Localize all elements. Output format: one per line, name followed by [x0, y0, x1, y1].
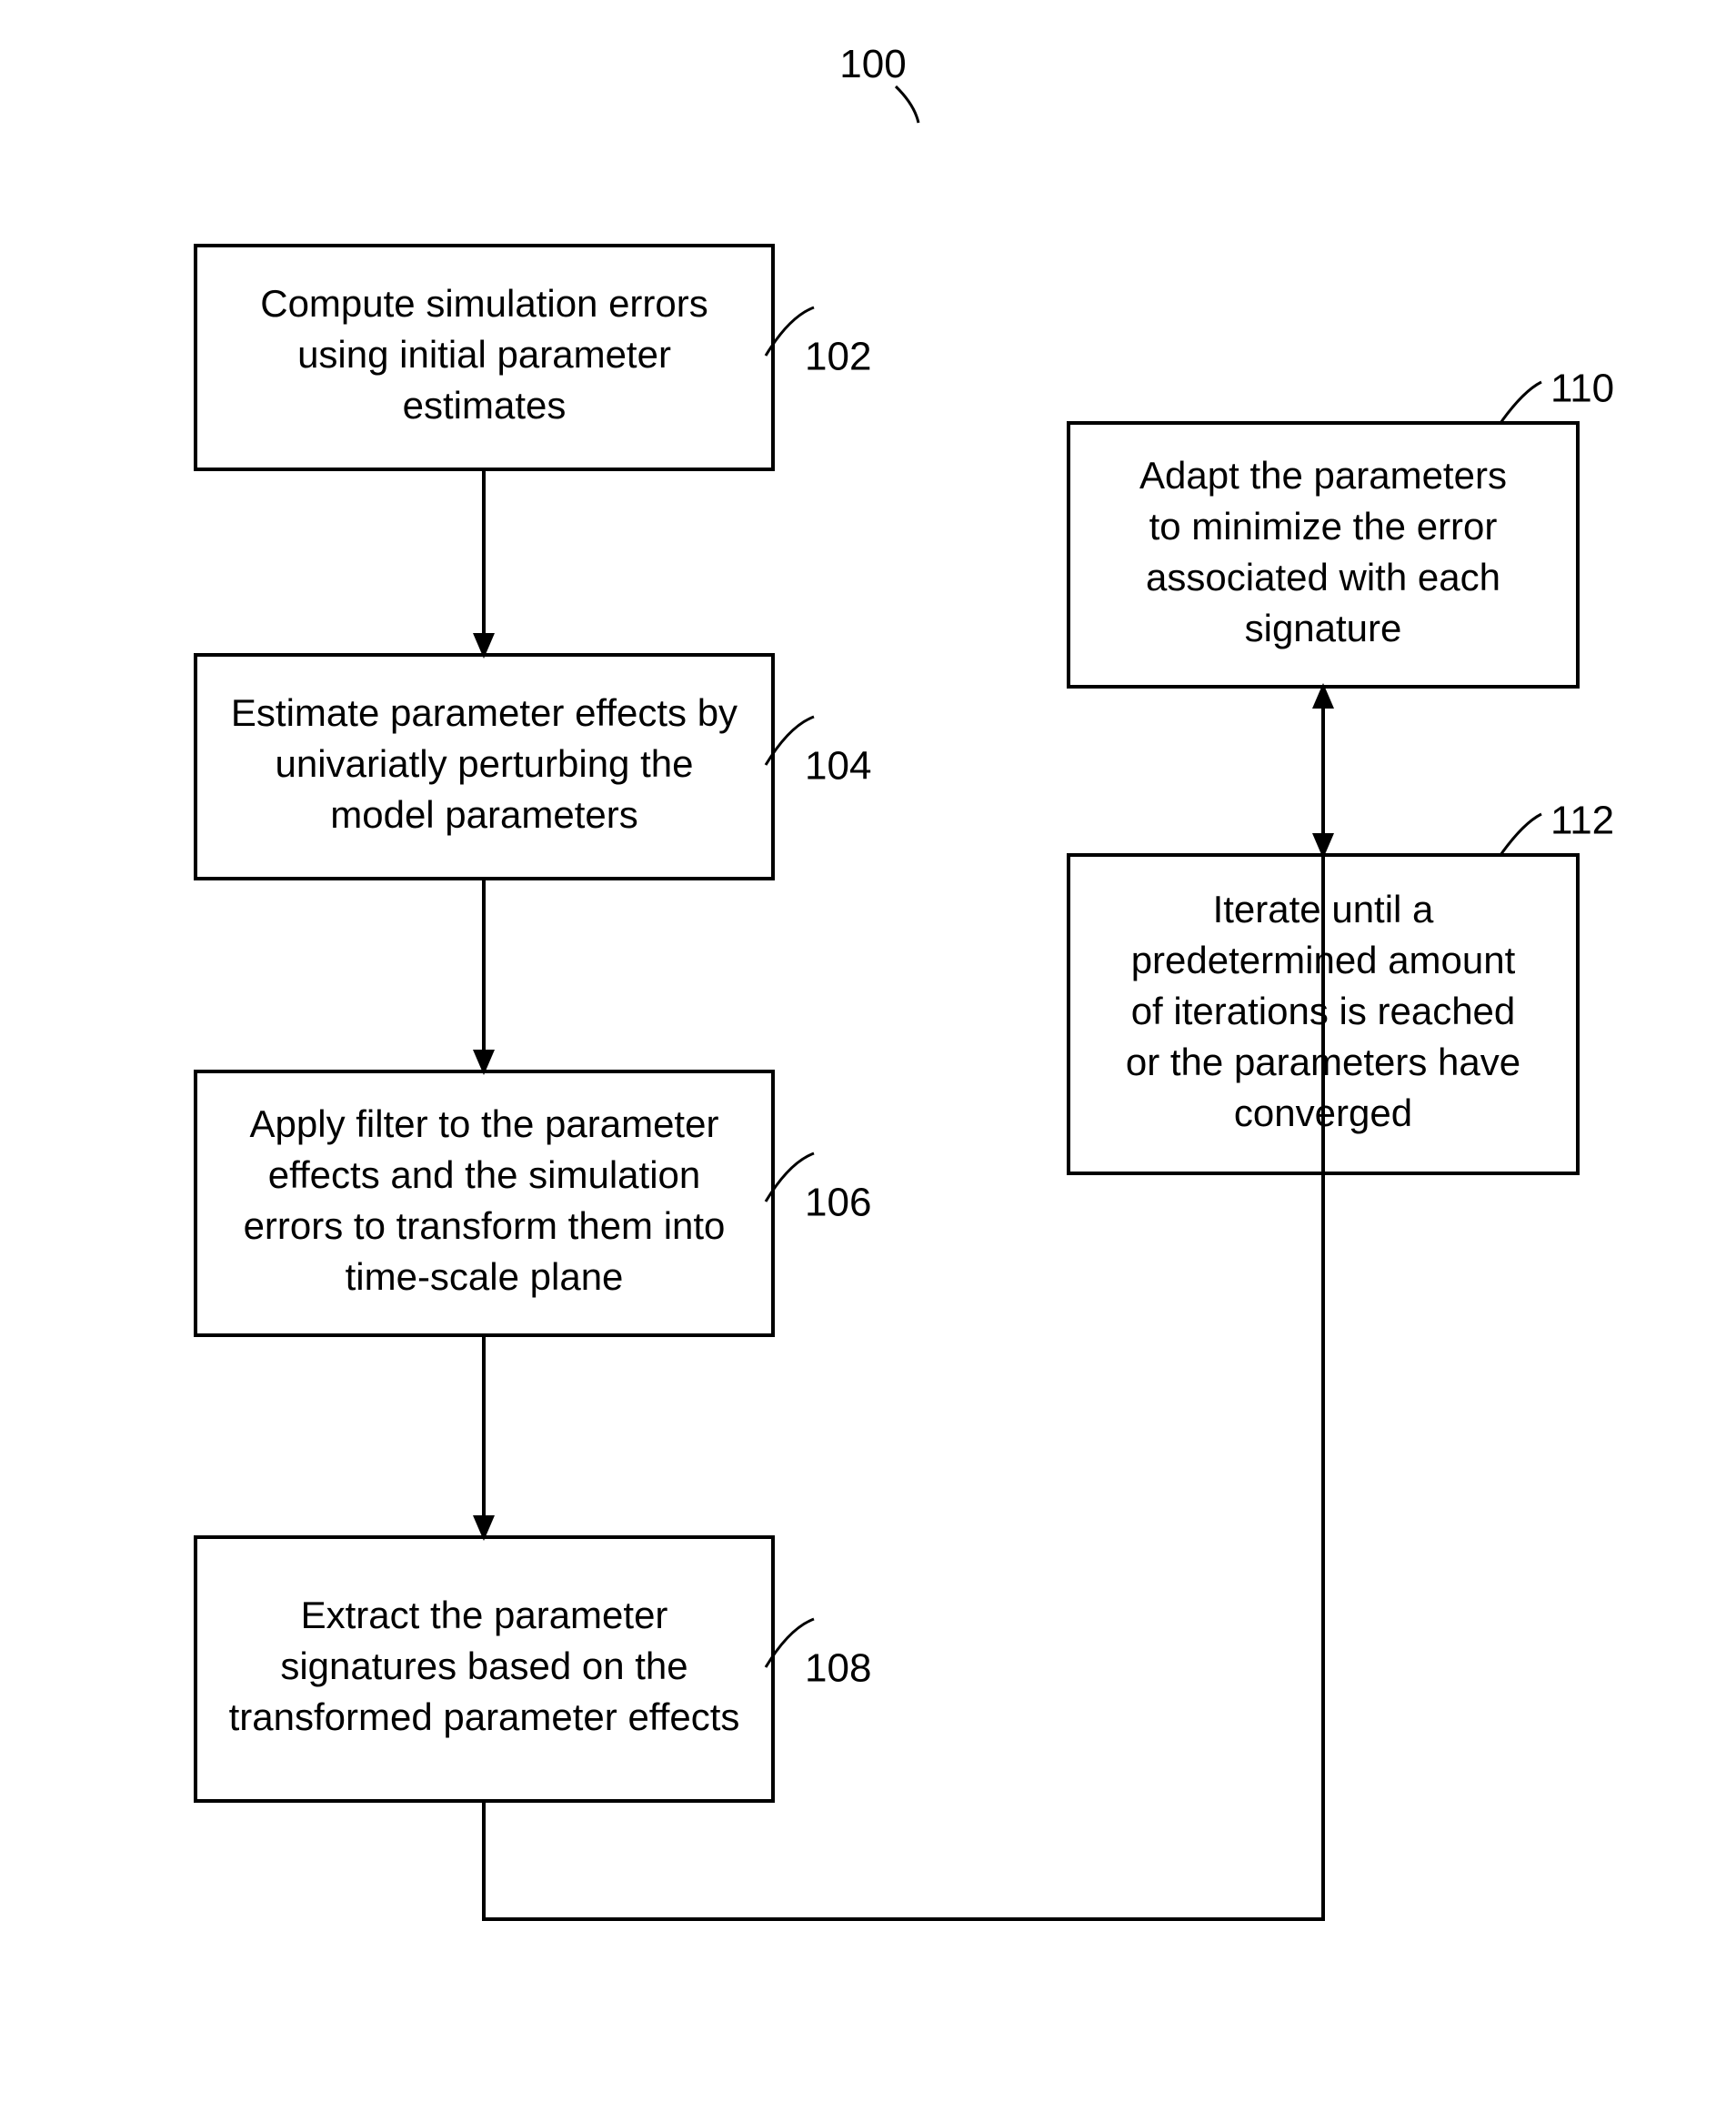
flow-box-label-104: 104: [805, 744, 871, 789]
flow-box-102-line-2: estimates: [403, 384, 567, 427]
flow-box-label-102: 102: [805, 335, 871, 379]
flow-box-110-line-2: associated with each: [1146, 556, 1500, 598]
flow-box-108-line-2: transformed parameter effects: [229, 1695, 740, 1738]
flow-box-108-line-1: signatures based on the: [280, 1644, 687, 1687]
flow-box-102-line-0: Compute simulation errors: [260, 282, 708, 325]
flow-box-label-112: 112: [1550, 799, 1614, 843]
figure-number-tick: [896, 86, 918, 123]
flow-box-104-line-1: univariatly perturbing the: [276, 742, 694, 785]
flow-box-108-line-0: Extract the parameter: [301, 1594, 668, 1636]
flow-box-106-line-3: time-scale plane: [346, 1255, 624, 1298]
flow-box-110-line-1: to minimize the error: [1149, 505, 1498, 548]
flow-box-106-line-2: errors to transform them into: [244, 1204, 726, 1247]
flow-box-104-line-0: Estimate parameter effects by: [231, 691, 738, 734]
flow-box-106-line-1: effects and the simulation: [268, 1153, 701, 1196]
flow-box-label-110: 110: [1550, 367, 1614, 411]
flow-box-leader-110: [1500, 382, 1541, 423]
flow-box-104-line-2: model parameters: [330, 793, 637, 836]
flow-box-leader-112: [1500, 814, 1541, 855]
flow-box-102-line-1: using initial parameter: [297, 333, 671, 376]
flow-box-110-line-3: signature: [1245, 607, 1402, 649]
flow-box-label-106: 106: [805, 1181, 871, 1225]
flow-box-label-108: 108: [805, 1646, 871, 1691]
flow-box-106-line-0: Apply filter to the parameter: [250, 1102, 719, 1145]
flowchart-figure: 100 Compute simulation errors using initia…: [0, 0, 1736, 2112]
figure-number-label: 100: [839, 42, 906, 86]
flow-box-110-line-0: Adapt the parameters: [1139, 454, 1507, 497]
